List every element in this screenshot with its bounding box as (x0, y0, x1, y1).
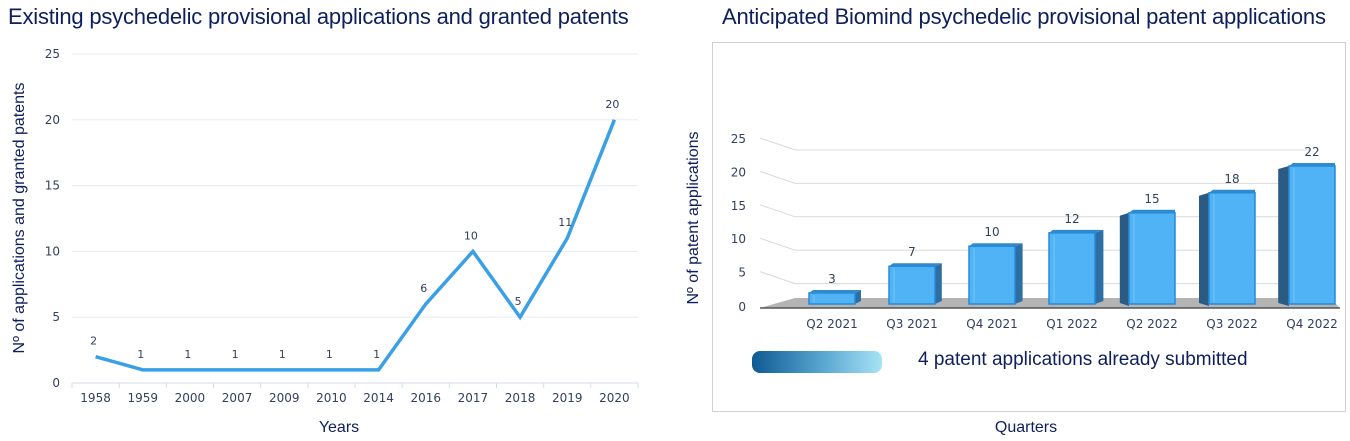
bar-front (888, 265, 936, 305)
x-tick-label: 2000 (175, 391, 206, 405)
bar (1119, 209, 1176, 306)
bar-x-axis-title: Quarters (995, 419, 1057, 436)
bar-side (1119, 212, 1129, 306)
bar-front (1048, 232, 1096, 305)
legend-swatch (752, 351, 882, 373)
data-label: 1 (279, 348, 286, 361)
gridline (759, 170, 1310, 184)
data-label: 15 (1144, 192, 1159, 206)
data-label: 6 (420, 282, 427, 295)
data-label: 22 (1304, 145, 1319, 159)
y-tick-label: 15 (45, 179, 60, 193)
y-tick-label: 15 (731, 199, 746, 213)
bar-front (1128, 212, 1176, 305)
bar-front (1208, 192, 1256, 305)
data-label: 10 (984, 225, 999, 239)
legend-text: 4 patent applications already submitted (918, 349, 1248, 370)
gridline (759, 137, 1310, 151)
line-y-axis-title: Nº of applications and granted patents (11, 83, 28, 354)
data-label: 3 (828, 272, 836, 286)
y-tick-label: 0 (738, 300, 746, 314)
x-tick-label: 2010 (316, 391, 347, 405)
bar-side (935, 263, 942, 304)
bar-side (855, 289, 861, 304)
data-label: 1 (184, 348, 191, 361)
x-tick-label: 1958 (80, 391, 111, 405)
x-tick-label: 2017 (458, 391, 489, 405)
y-tick-label: 25 (45, 47, 60, 61)
line-series (95, 119, 617, 372)
bar-side (1015, 243, 1023, 304)
data-label: 2 (90, 335, 97, 348)
data-label: 1 (373, 348, 380, 361)
data-label: 12 (1064, 212, 1079, 226)
y-tick-label: 20 (731, 165, 746, 179)
x-tick-label: Q4 2021 (966, 317, 1017, 331)
x-tick-label: 2016 (410, 391, 441, 405)
x-tick-label: Q4 2022 (1286, 317, 1337, 331)
x-tick-label: Q2 2021 (806, 317, 857, 331)
x-tick-label: 2014 (363, 391, 394, 405)
y-tick-label: 0 (52, 376, 60, 390)
bar (1278, 163, 1336, 306)
data-label: 5 (515, 295, 522, 308)
y-tick-label: 25 (731, 132, 746, 146)
bar (888, 263, 942, 305)
bar (808, 289, 861, 305)
x-tick-label: 2020 (599, 391, 630, 405)
bar (968, 243, 1023, 305)
data-label: 1 (232, 348, 239, 361)
data-label: 11 (558, 216, 572, 229)
x-tick-label: Q2 2022 (1126, 317, 1177, 331)
bar-side (1278, 166, 1289, 306)
x-tick-label: Q3 2021 (886, 317, 937, 331)
line-chart-title: Existing psychedelic provisional applica… (8, 4, 629, 29)
data-label: 18 (1224, 172, 1239, 186)
x-tick-label: Q3 2022 (1206, 317, 1257, 331)
x-tick-label: 2007 (222, 391, 253, 405)
x-tick-label: 2009 (269, 391, 300, 405)
bar (1199, 189, 1256, 306)
y-tick-label: 5 (52, 310, 60, 324)
bar-y-axis-title: Nº of patent applications (685, 131, 702, 304)
bar-side (1095, 229, 1104, 304)
x-tick-label: 2019 (552, 391, 583, 405)
data-label: 20 (605, 98, 619, 111)
bar-chart-title: Anticipated Biomind psychedelic provisio… (722, 4, 1326, 29)
y-tick-label: 5 (738, 266, 746, 280)
x-tick-label: Q1 2022 (1046, 317, 1097, 331)
bar-top (889, 263, 942, 267)
y-tick-label: 20 (45, 113, 60, 127)
x-tick-label: 2018 (505, 391, 536, 405)
bar-front (808, 292, 856, 305)
bar-top (969, 243, 1023, 247)
bar-front (1288, 165, 1336, 305)
bar-side (1199, 192, 1209, 306)
data-label: 1 (326, 348, 333, 361)
y-tick-label: 10 (731, 232, 746, 246)
data-label: 10 (464, 229, 478, 242)
y-tick-label: 10 (45, 244, 60, 258)
bar (1048, 229, 1104, 305)
bar-front (968, 245, 1016, 305)
line-x-axis-title: Years (319, 419, 359, 436)
data-label: 1 (137, 348, 144, 361)
data-label: 7 (908, 245, 916, 259)
x-tick-label: 1959 (127, 391, 158, 405)
